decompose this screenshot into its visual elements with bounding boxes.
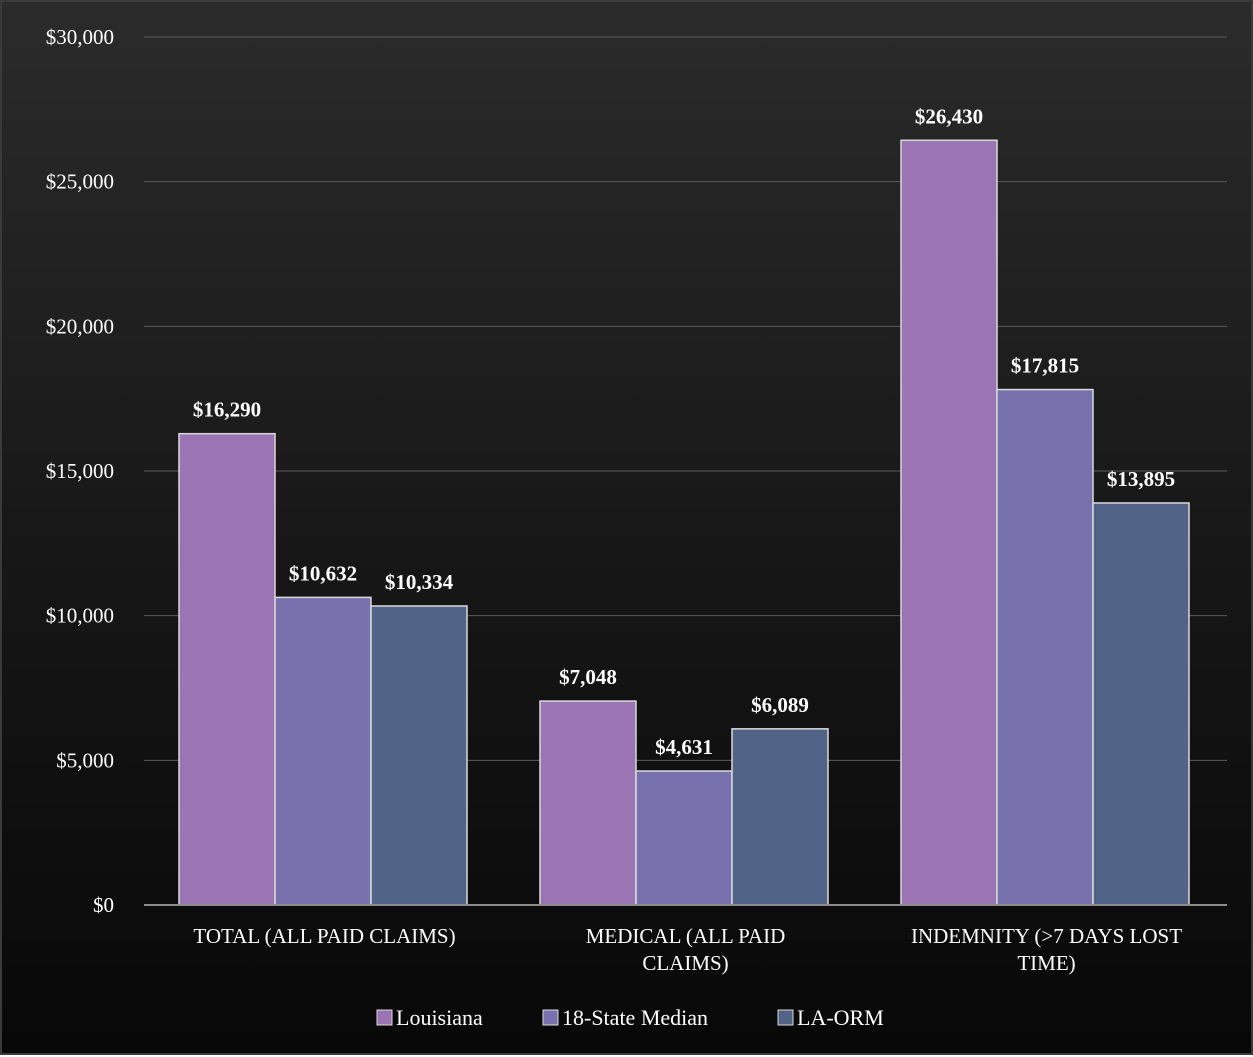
y-tick-label: $5,000 xyxy=(56,748,114,772)
data-label: $6,089 xyxy=(751,693,809,717)
bar-louisiana xyxy=(178,432,276,906)
bar-la-orm xyxy=(731,728,829,906)
x-category-label: CLAIMS) xyxy=(642,951,728,975)
y-tick-label: $30,000 xyxy=(46,25,114,49)
x-category-label: TIME) xyxy=(1017,951,1075,975)
legend: Louisiana 18-State Median LA-ORM xyxy=(376,1005,884,1030)
y-tick-label: $0 xyxy=(93,893,114,917)
data-label: $17,815 xyxy=(1011,354,1079,378)
bar-la-orm xyxy=(370,605,468,906)
bar-louisiana xyxy=(539,700,637,906)
legend-label: Louisiana xyxy=(396,1005,483,1030)
x-category-label: TOTAL (ALL PAID CLAIMS) xyxy=(193,924,455,948)
legend-item: 18-State Median xyxy=(542,1005,708,1030)
x-category-label: MEDICAL (ALL PAID xyxy=(586,924,786,948)
data-label: $16,290 xyxy=(193,398,261,422)
y-tick-label: $25,000 xyxy=(46,170,114,194)
y-tick-label: $10,000 xyxy=(46,604,114,628)
x-axis-category-labels: TOTAL (ALL PAID CLAIMS) MEDICAL (ALL PAID… xyxy=(193,924,1182,975)
legend-swatch xyxy=(542,1009,559,1026)
data-label: $13,895 xyxy=(1107,467,1175,491)
bar-louisiana xyxy=(900,139,998,906)
y-axis-tick-labels: $0 $5,000 $10,000 $15,000 $20,000 $25,000 $30,… xyxy=(46,25,114,917)
bar-18-state-median xyxy=(635,770,733,906)
y-tick-label: $15,000 xyxy=(46,459,114,483)
bars xyxy=(178,139,1190,906)
legend-item: Louisiana xyxy=(376,1005,483,1030)
legend-item: LA-ORM xyxy=(777,1005,884,1030)
legend-label: 18-State Median xyxy=(562,1005,708,1030)
data-label: $10,334 xyxy=(385,570,454,594)
bar-la-orm xyxy=(1092,502,1190,906)
legend-label: LA-ORM xyxy=(797,1005,884,1030)
bar-18-state-median xyxy=(274,596,372,906)
data-label: $7,048 xyxy=(559,665,617,689)
x-category-label: INDEMNITY (>7 DAYS LOST xyxy=(911,924,1182,948)
bar-18-state-median xyxy=(996,388,1094,906)
data-label: $4,631 xyxy=(655,735,713,759)
y-tick-label: $20,000 xyxy=(46,314,114,338)
data-label: $26,430 xyxy=(915,104,983,128)
legend-swatch xyxy=(777,1009,794,1026)
legend-swatch xyxy=(376,1009,393,1026)
data-label: $10,632 xyxy=(289,561,357,585)
data-labels: $16,290 $10,632 $10,334 $7,048 $4,631 $6,089 $… xyxy=(193,104,1175,759)
